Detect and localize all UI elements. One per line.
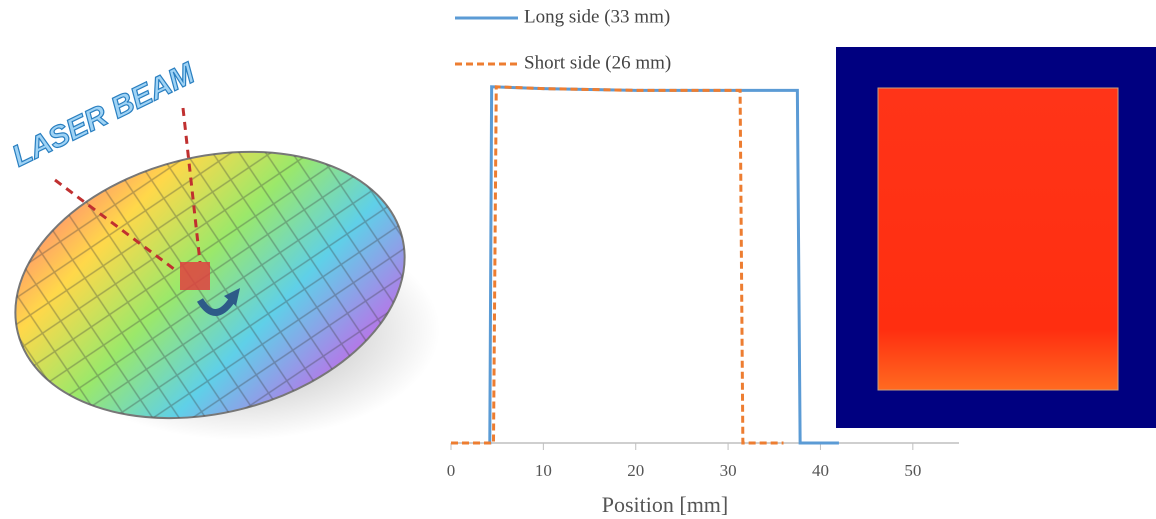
x-tick-label: 40 [812,461,829,480]
legend-label: Short side (26 mm) [524,52,671,73]
beam-profile [878,88,1118,390]
x-tick-label: 20 [627,461,644,480]
legend-label: Long side (33 mm) [524,6,670,27]
figure: LASER BEAM 0 10 20 30 40 50 Position [mm] Long … [0,0,1156,519]
series-line [451,87,784,443]
wafer-illustration: LASER BEAM [0,56,440,457]
laser-spot [180,262,210,290]
beam-image [836,47,1156,428]
x-tick-label: 50 [904,461,921,480]
x-tick-label: 30 [720,461,737,480]
x-tick-label: 0 [447,461,456,480]
series-line [486,87,839,443]
x-tick-label: 10 [535,461,552,480]
x-axis-label: Position [mm] [602,492,729,517]
illustration-label: LASER BEAM [7,56,201,173]
